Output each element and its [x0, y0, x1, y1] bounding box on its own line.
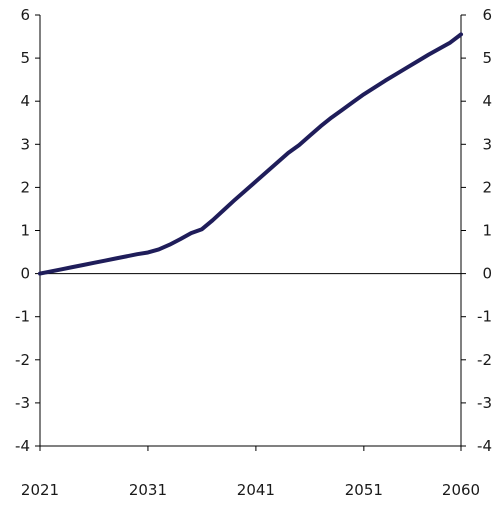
left-y-tick-label: 6 [20, 6, 30, 24]
x-tick-label: 2041 [237, 481, 275, 499]
left-y-axis-ticks: 6 5 4 3 2 1 0 -1 -2 -3 -4 [15, 6, 40, 455]
right-y-tick-label: 4 [482, 92, 492, 110]
x-tick-label: 2051 [345, 481, 383, 499]
right-y-tick-label: -4 [477, 437, 492, 455]
left-y-tick-label: 3 [20, 135, 30, 153]
left-y-tick-label: -4 [15, 437, 30, 455]
x-tick-label: 2060 [442, 481, 480, 499]
right-y-tick-label: 2 [482, 178, 492, 196]
left-y-tick-label: 5 [20, 49, 30, 67]
left-y-tick-label: 0 [20, 265, 30, 283]
right-y-tick-label: 3 [482, 135, 492, 153]
right-y-tick-label: -3 [477, 394, 492, 412]
right-y-tick-label: 5 [482, 49, 492, 67]
x-tick-label: 2031 [129, 481, 167, 499]
left-y-tick-label: -3 [15, 394, 30, 412]
left-y-tick-label: 2 [20, 178, 30, 196]
right-y-axis-ticks: 6 5 4 3 2 1 0 -1 -2 -3 -4 [461, 6, 492, 455]
right-y-tick-label: -1 [477, 308, 492, 326]
left-y-tick-label: 4 [20, 92, 30, 110]
left-y-tick-label: -1 [15, 308, 30, 326]
right-y-tick-label: 1 [482, 222, 492, 240]
x-tick-label: 2021 [21, 481, 59, 499]
left-y-tick-label: 1 [20, 222, 30, 240]
left-y-tick-label: -2 [15, 351, 30, 369]
series-line [38, 32, 463, 276]
right-y-tick-label: 6 [482, 6, 492, 24]
right-y-tick-label: 0 [482, 265, 492, 283]
chart-axes [39, 15, 462, 447]
x-axis-ticks: 2021 2031 2041 2051 2060 [21, 446, 480, 499]
series-group [38, 32, 463, 276]
right-y-tick-label: -2 [477, 351, 492, 369]
